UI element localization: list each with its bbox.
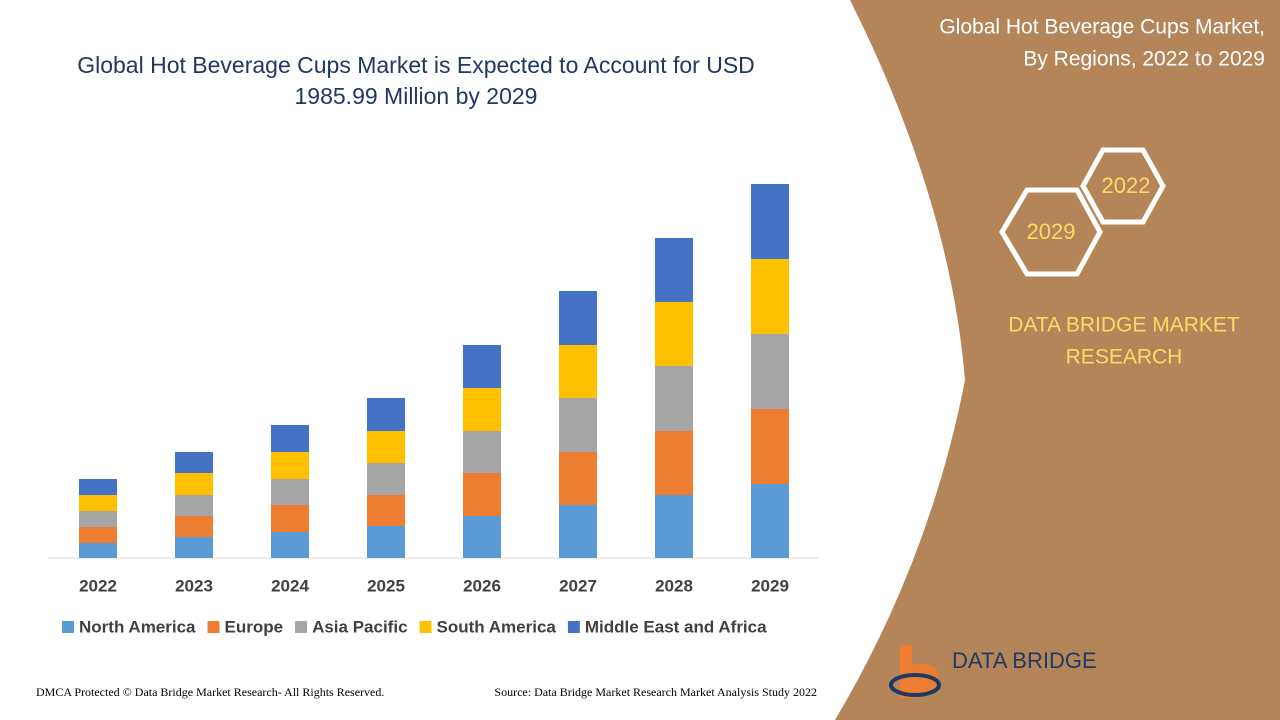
bar-segment [271,505,309,532]
bar-segment [655,366,693,431]
chart-title: Global Hot Beverage Cups Market is Expec… [77,52,755,109]
legend-label: Europe [225,617,284,636]
bar-segment [79,543,117,558]
bar-segment [271,452,309,479]
bar-segment [655,431,693,495]
legend-swatch [295,621,308,633]
logo-text: DATA BRIDGE [952,648,1097,673]
bar-segment [463,473,501,516]
bar-segment [463,388,501,431]
bar-segment [367,431,405,463]
x-tick-label: 2028 [655,576,693,595]
x-tick-label: 2029 [751,576,789,595]
bar-segment [751,334,789,409]
legend-swatch [62,621,74,633]
bar-segment [79,479,117,495]
bar-segment [463,345,501,388]
bar-segment [367,398,405,431]
bar-segment [751,259,789,334]
x-tick-label: 2023 [175,576,213,595]
bar-segment [271,479,309,505]
bar-segment [559,505,597,558]
footer-right: Source: Data Bridge Market Research Mark… [494,685,817,699]
bar-segment [559,291,597,345]
footer-left: DMCA Protected © Data Bridge Market Rese… [36,685,384,699]
bar-segment [175,537,213,558]
hexagon [1080,147,1166,225]
x-tick-label: 2022 [79,576,117,595]
legend-label: North America [79,617,196,636]
x-tick-label: 2025 [367,576,405,595]
x-tick-label: 2026 [463,576,501,595]
legend-swatch [419,621,432,633]
bar-segment [271,425,309,452]
panel-title: Global Hot Beverage Cups Market, [939,16,1265,39]
hex-year: 2022 [1102,173,1151,198]
logo-icon [900,645,939,699]
brand-text: DATA BRIDGE MARKET [1008,314,1240,337]
bar-segment [559,345,597,398]
bar-segment [655,495,693,558]
bar-segment [655,238,693,302]
bar-segment [175,452,213,473]
bar-segment [463,431,501,473]
bar-segment [655,302,693,366]
side-panel [835,0,1280,720]
x-tick-label: 2027 [559,576,597,595]
bar-segment [79,511,117,527]
bar-segment [559,452,597,505]
bar-segment [367,495,405,526]
x-tick-label: 2024 [271,576,309,595]
brand-text: RESEARCH [1066,346,1183,369]
bar-segment [367,463,405,495]
bar-segment [175,516,213,537]
bar-segment [367,526,405,558]
bar-segment [79,495,117,511]
legend-label: Asia Pacific [312,617,407,636]
bar-segment [559,398,597,452]
bar-segment [751,484,789,558]
bar-segment [271,532,309,558]
legend-swatch [567,621,580,633]
hexagon [999,187,1103,277]
hex-year: 2029 [1027,219,1076,244]
panel-title: By Regions, 2022 to 2029 [1023,48,1265,71]
bar-segment [751,184,789,259]
bar-segment [79,527,117,543]
bar-segment [175,473,213,495]
legend-swatch [207,621,220,633]
bar-segment [751,409,789,484]
bar-segment [463,516,501,558]
legend-label: Middle East and Africa [585,617,767,636]
bar-segment [175,495,213,516]
logo-icon [889,673,941,697]
legend-label: South America [437,617,557,636]
